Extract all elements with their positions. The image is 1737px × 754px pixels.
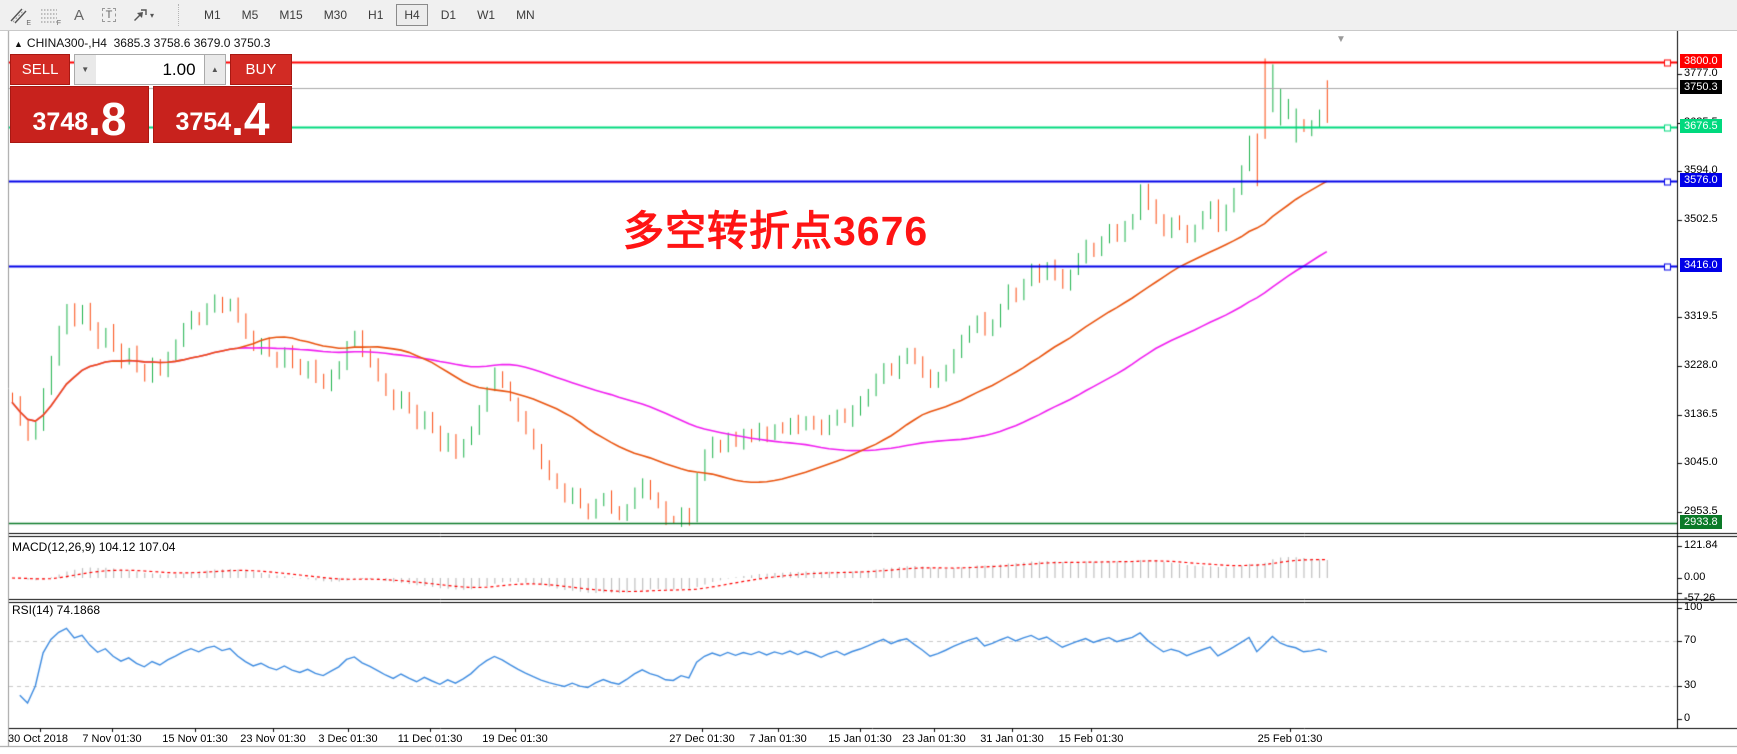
tool-sub-label: F [56,20,61,27]
sell-price-frac: .8 [88,92,127,145]
timeframe-button-m5[interactable]: M5 [234,4,267,26]
date-axis-label: 3 Dec 01:30 [318,733,378,745]
ohlc-readout: 3685.3 3758.6 3679.0 3750.3 [113,36,271,50]
rsi-axis-tick: 100 [1684,601,1703,613]
macd-axis-tick: 0.00 [1684,571,1706,583]
timeframe-button-h1[interactable]: H1 [360,4,391,26]
price-axis-badge: 3676.5 [1680,119,1722,134]
trade-panel-prices: 3748.8 3754.4 [10,86,292,143]
drawing-tools-group: E F A T ▾ [0,3,164,27]
timeframe-button-m30[interactable]: M30 [316,4,355,26]
volume-input[interactable] [95,54,205,85]
macd-indicator-label: MACD(12,26,9) 104.12 107.04 [12,540,176,554]
one-click-panel-toggle-icon[interactable]: ▲ [14,39,23,49]
chart-title: ▲ CHINA300-,H4 3685.3 3758.6 3679.0 3750.… [14,36,270,50]
price-axis-badge: 3416.0 [1680,257,1722,272]
buy-price[interactable]: 3754.4 [152,86,292,145]
date-axis-label: 23 Jan 01:30 [902,733,966,745]
fibonacci-grid-tool-icon[interactable]: F [36,3,62,27]
rsi-axis-tick: 0 [1684,712,1691,724]
date-axis-label: 11 Dec 01:30 [397,733,463,745]
date-axis-label: 27 Dec 01:30 [669,733,735,745]
date-axis-label: 15 Nov 01:30 [162,733,228,745]
volume-decrease-button[interactable]: ▼ [73,54,96,85]
rsi-axis-tick: 30 [1684,678,1697,691]
date-axis-label: 15 Feb 01:30 [1058,733,1124,745]
equidistant-channel-tool-icon[interactable]: E [6,3,32,27]
price-axis-badge: 2933.8 [1680,514,1722,529]
date-axis-label: 7 Jan 01:30 [749,733,807,745]
arrow-objects-tool-icon[interactable]: ▾ [126,3,160,27]
macd-axis-tick: 121.84 [1684,539,1718,551]
price-axis-tick: 3228.0 [1684,359,1718,371]
toolbar-separator [178,4,180,26]
timeframe-button-w1[interactable]: W1 [469,4,503,26]
timeframe-buttons-group: M1 M5 M15 M30 H1 H4 D1 W1 MN [190,4,548,26]
text-box-glyph: T [101,8,117,22]
annotation-text: 多空转折点3676 [623,208,929,254]
sell-price[interactable]: 3748.8 [10,86,150,145]
buy-button[interactable]: BUY [229,54,292,85]
price-axis-badge: 3800.0 [1680,53,1722,68]
symbol-period-label: CHINA300-,H4 [26,36,107,50]
date-axis-label: 30 Oct 2018 [8,733,68,745]
timeframe-button-mn[interactable]: MN [508,4,543,26]
price-axis-tick: 3502.5 [1684,212,1718,225]
price-axis-tick: 2953.5 [1684,505,1718,518]
buy-price-main: 3754 [175,108,232,136]
price-axis-tick: 3045.0 [1684,456,1718,469]
trade-panel-controls: SELL ▼ ▲ BUY [10,54,292,85]
date-axis-label: 7 Nov 01:30 [82,733,142,745]
tool-sub-label: E [26,20,31,27]
timeframe-button-m15[interactable]: M15 [271,4,310,26]
date-axis-label: 31 Jan 01:30 [980,733,1044,745]
timeframe-button-h4[interactable]: H4 [396,4,428,26]
toolbar: E F A T ▾ [0,0,1737,31]
price-axis-badge: 3576.0 [1680,172,1722,187]
chart-window: ▲ CHINA300-,H4 3685.3 3758.6 3679.0 3750.… [0,31,1737,754]
sell-price-main: 3748 [32,108,89,136]
price-axis-badge: 3750.3 [1680,80,1722,95]
price-axis-tick: 3777.0 [1684,66,1718,79]
chart-canvas[interactable] [0,31,1737,754]
rsi-indicator-label: RSI(14) 74.1868 [12,603,101,617]
date-axis-label: 19 Dec 01:30 [482,733,548,745]
macd-axis-tick: -57.26 [1684,592,1716,605]
date-axis-label: 23 Nov 01:30 [240,733,306,745]
scroll-to-end-icon: ▼ [1336,34,1346,45]
dropdown-caret-icon: ▾ [149,10,154,20]
volume-increase-button[interactable]: ▲ [204,54,227,85]
sell-button[interactable]: SELL [10,54,71,85]
text-box-tool-icon[interactable]: T [96,3,122,27]
text-label-tool-icon[interactable]: A [73,6,84,24]
buy-price-frac: .4 [231,92,270,145]
timeframe-button-d1[interactable]: D1 [433,4,464,26]
one-click-trade-panel: SELL ▼ ▲ BUY 3748.8 3754.4 [10,54,292,143]
date-axis-label: 25 Feb 01:30 [1257,733,1323,745]
rsi-axis-tick: 70 [1684,634,1697,647]
timeframe-button-m1[interactable]: M1 [196,4,229,26]
price-axis-tick: 3319.5 [1684,310,1718,323]
price-axis-tick: 3136.5 [1684,407,1718,420]
date-axis-label: 15 Jan 01:30 [828,733,892,745]
